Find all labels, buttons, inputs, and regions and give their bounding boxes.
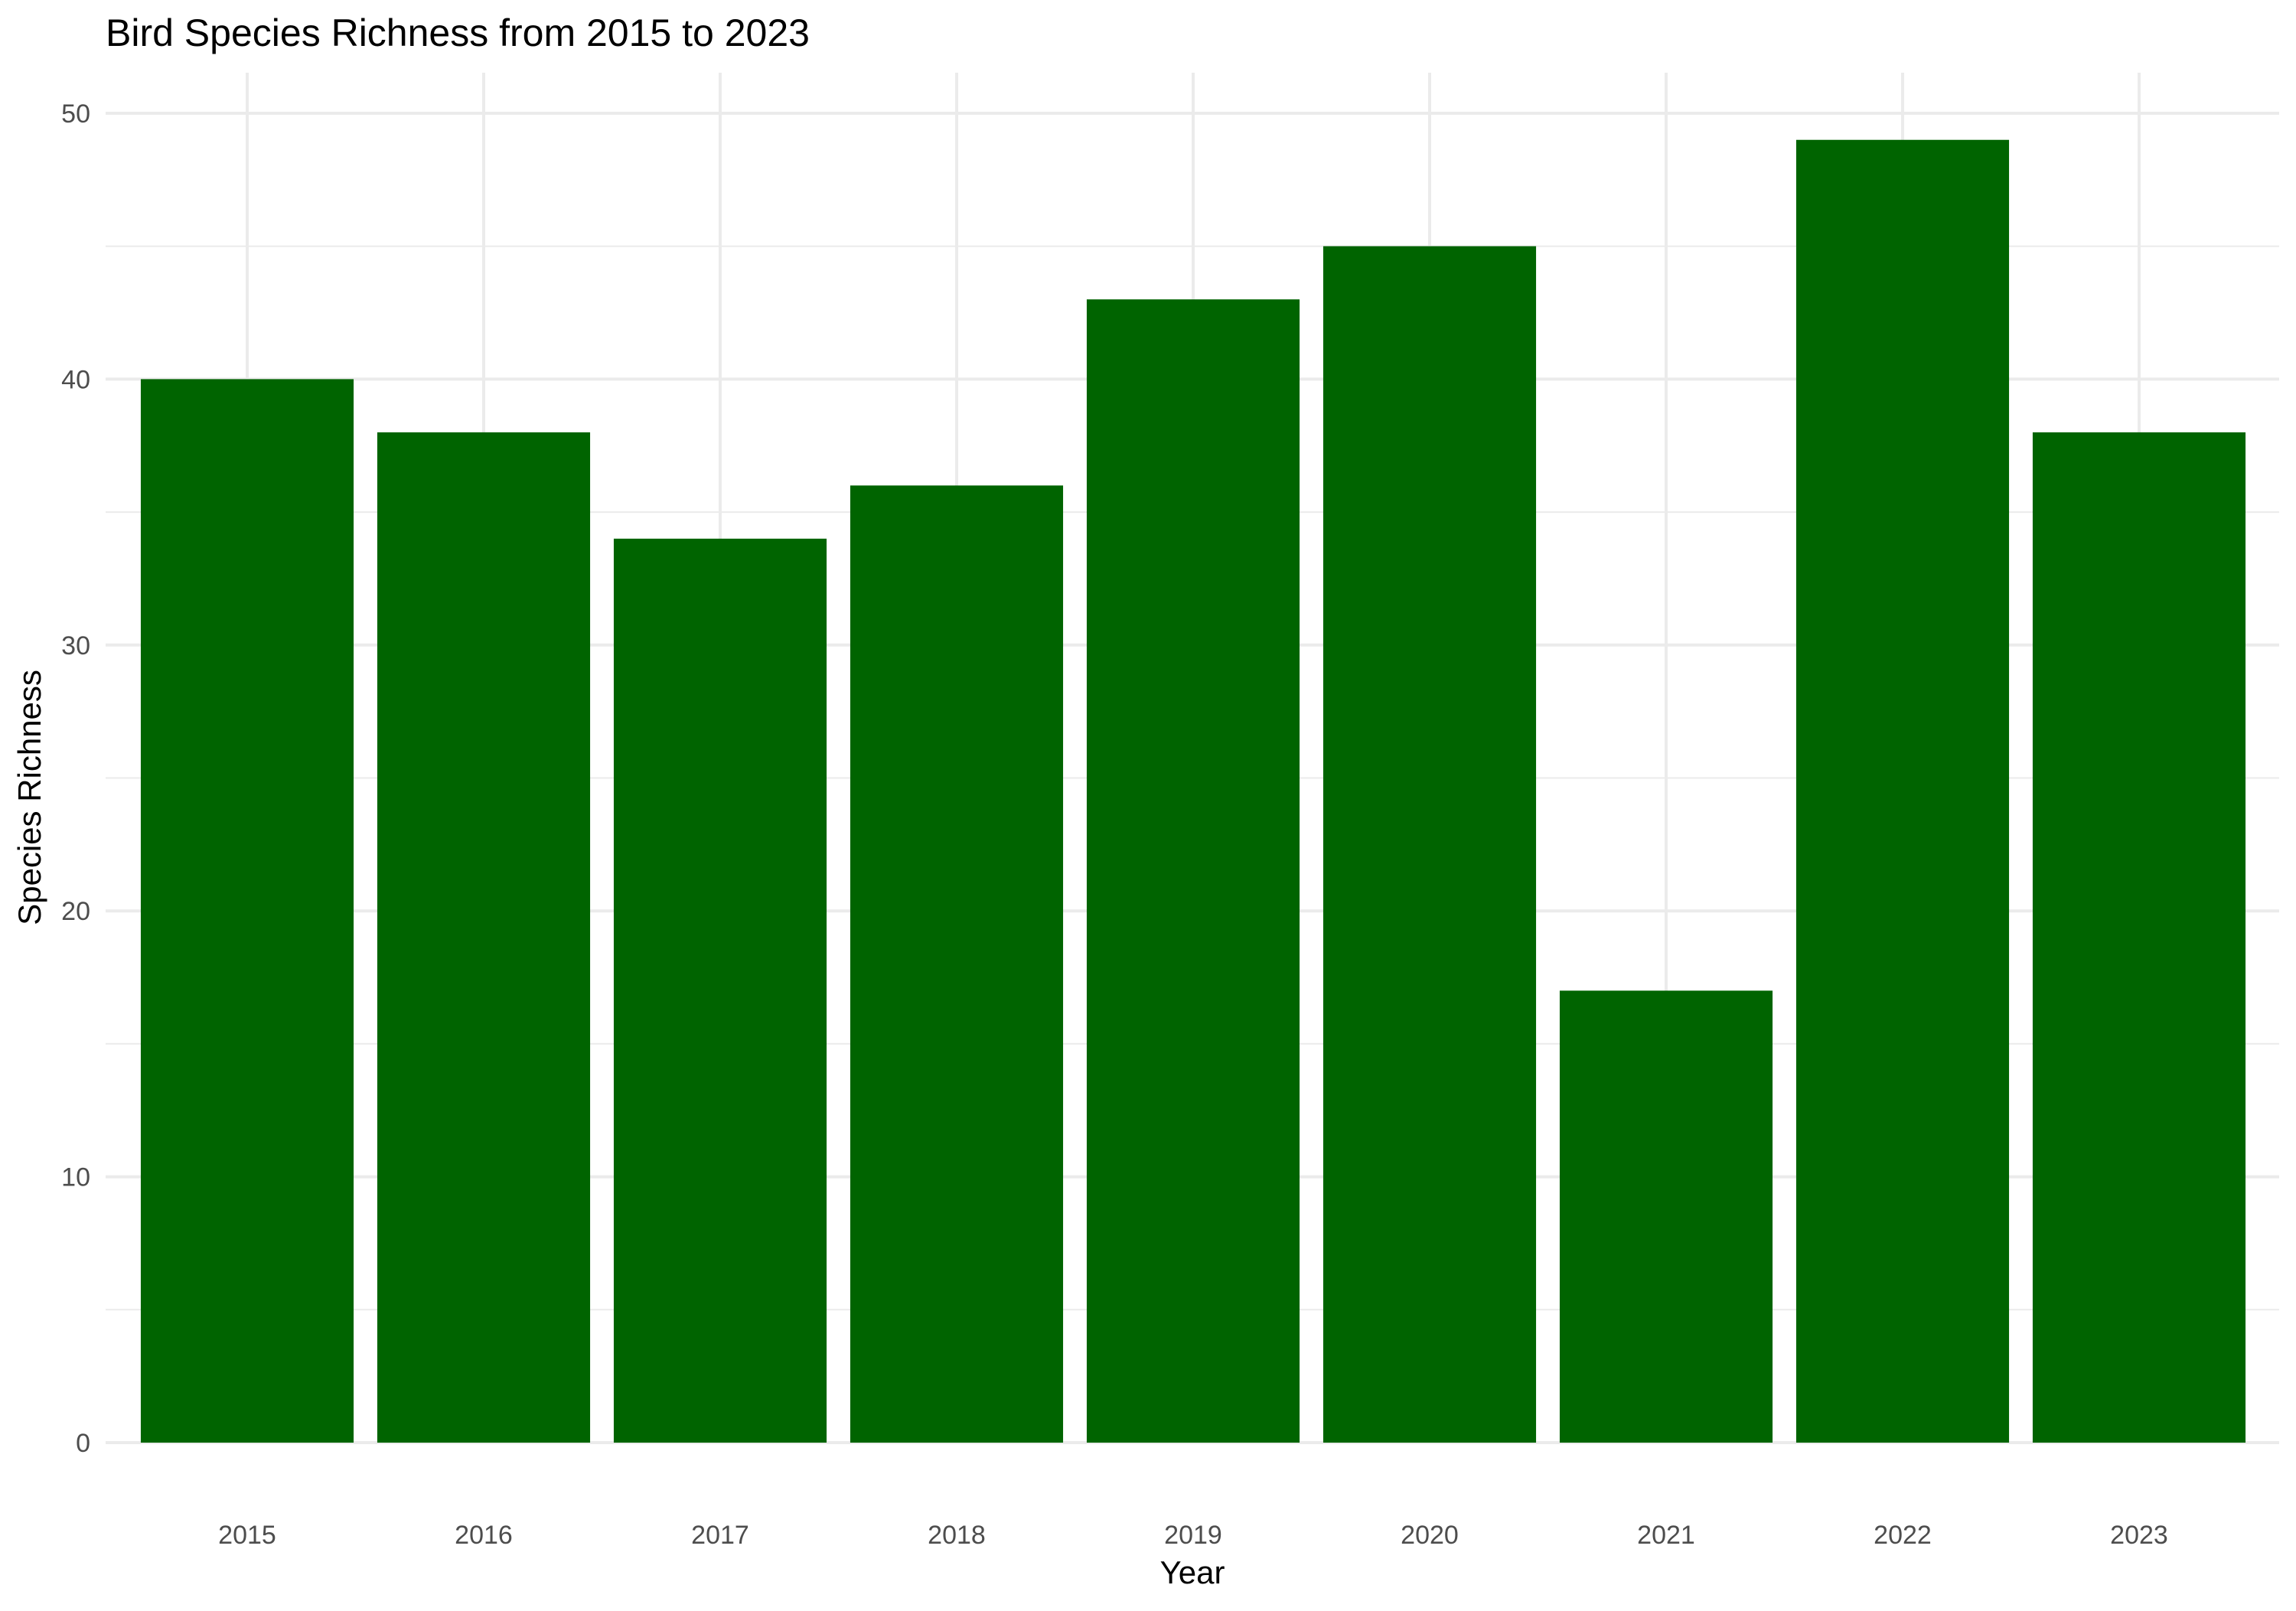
y-tick-label: 40 xyxy=(61,365,90,394)
bars xyxy=(140,139,2246,1443)
x-tick-label: 2017 xyxy=(691,1521,749,1550)
bar-2015 xyxy=(140,379,354,1443)
x-tick-label: 2021 xyxy=(1637,1521,1695,1550)
y-tick-label: 30 xyxy=(61,631,90,660)
x-axis-title: Year xyxy=(1160,1554,1225,1590)
x-tick-label: 2018 xyxy=(928,1521,986,1550)
chart-title: Bird Species Richness from 2015 to 2023 xyxy=(106,11,810,54)
y-tick-label: 20 xyxy=(61,897,90,926)
bar-2020 xyxy=(1322,246,1537,1443)
y-tick-label: 0 xyxy=(76,1429,90,1458)
y-axis-ticks: 0 10 20 30 40 50 xyxy=(61,99,90,1458)
x-tick-label: 2016 xyxy=(455,1521,513,1550)
bar-2022 xyxy=(1795,139,2010,1443)
x-tick-label: 2015 xyxy=(218,1521,276,1550)
y-tick-label: 50 xyxy=(61,99,90,129)
y-axis-title: Species Richness xyxy=(11,670,47,925)
x-tick-label: 2023 xyxy=(2110,1521,2168,1550)
bar-2018 xyxy=(850,485,1064,1443)
x-tick-label: 2022 xyxy=(1874,1521,1932,1550)
bar-2019 xyxy=(1086,299,1300,1443)
x-axis-ticks: 2015 2016 2017 2018 2019 2020 2021 2022 2023 xyxy=(218,1521,2168,1550)
y-tick-label: 10 xyxy=(61,1163,90,1192)
x-tick-label: 2020 xyxy=(1401,1521,1459,1550)
bar-2016 xyxy=(377,432,591,1443)
bar-2023 xyxy=(2032,432,2246,1443)
bar-2021 xyxy=(1559,990,1773,1443)
x-tick-label: 2019 xyxy=(1164,1521,1222,1550)
bar-2017 xyxy=(613,538,827,1443)
